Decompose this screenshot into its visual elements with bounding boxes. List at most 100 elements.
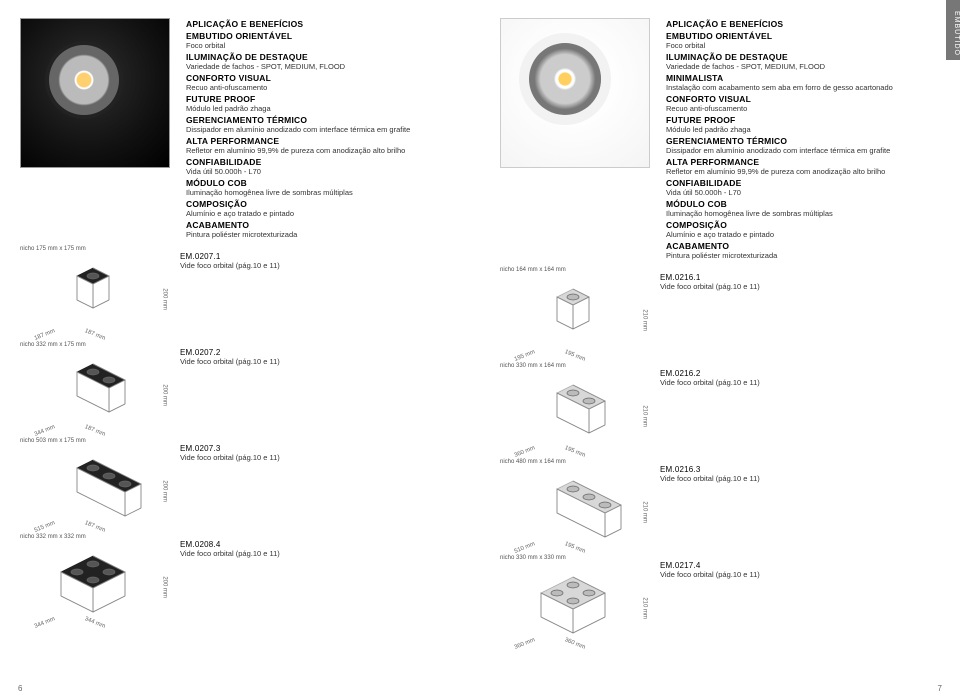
spec-heading: EMBUTIDO ORIENTÁVEL (666, 31, 940, 42)
spec-sub: Variedade de fachos - SPOT, MEDIUM, FLOO… (666, 62, 940, 71)
iso-drawing (38, 548, 148, 622)
variant-diagram: nicho 175 mm x 175 mm200 mm187 mm187 mm (20, 248, 170, 338)
dim-height: 200 mm (162, 384, 168, 406)
spec-heading: ILUMINAÇÃO DE DESTAQUE (186, 52, 460, 63)
spec-sub: Recuo anti-ofuscamento (186, 83, 460, 92)
nicho-label: nicho 175 mm x 175 mm (20, 246, 86, 252)
spec-heading: ACABAMENTO (186, 220, 460, 231)
dim-height: 200 mm (162, 288, 168, 310)
spec-sub: Dissipador em alumínio anodizado com int… (666, 146, 940, 155)
variant-diagram: nicho 164 mm x 164 mm210 mm195 mm195 mm (500, 269, 650, 359)
page-left: APLICAÇÃO E BENEFÍCIOS EMBUTIDO ORIENTÁV… (0, 0, 480, 699)
variant-row: nicho 503 mm x 175 mm200 mm515 mm187 mmE… (20, 440, 460, 536)
variant-row: nicho 330 mm x 164 mm210 mm360 mm195 mm E… (500, 365, 940, 461)
variant-diagram: nicho 332 mm x 332 mm200 mm344 mm344 mm (20, 536, 170, 626)
dim-height: 210 mm (642, 501, 648, 523)
spec-sub: Alumínio e aço tratado e pintado (186, 209, 460, 218)
spec-sub: Variedade de fachos - SPOT, MEDIUM, FLOO… (186, 62, 460, 71)
page-number-right: 7 (938, 684, 942, 693)
variant-row: nicho 480 mm x 164 mm210 mm510 mm195 mmE… (500, 461, 940, 557)
variant-row: nicho 175 mm x 175 mm200 mm187 mm187 mmE… (20, 248, 460, 344)
dim-height: 210 mm (642, 405, 648, 427)
variant-diagram: nicho 480 mm x 164 mm210 mm510 mm195 mm (500, 461, 650, 551)
nicho-label: nicho 332 mm x 332 mm (20, 534, 86, 540)
variant-note: Vide foco orbital (pág.10 e 11) (180, 357, 280, 366)
product-photo-black (20, 18, 170, 168)
spec-heading: COMPOSIÇÃO (666, 220, 940, 231)
spec-heading: CONFORTO VISUAL (666, 94, 940, 105)
iso-drawing (518, 377, 628, 451)
variant-note: Vide foco orbital (pág.10 e 11) (660, 474, 760, 483)
iso-drawing (518, 281, 628, 355)
spec-heading: ACABAMENTO (666, 241, 940, 252)
spec-heading: CONFIABILIDADE (186, 157, 460, 168)
variant-diagram: nicho 330 mm x 164 mm210 mm360 mm195 mm (500, 365, 650, 455)
variant-text: EM.0207.1Vide foco orbital (pág.10 e 11) (180, 248, 280, 270)
spec-sub: Vida útil 50.000h - L70 (186, 167, 460, 176)
variant-code: EM.0207.3 (180, 444, 280, 453)
variant-note: Vide foco orbital (pág.10 e 11) (660, 378, 760, 387)
spec-sub: Iluminação homogênea livre de sombras mú… (186, 188, 460, 197)
spec-sub: Instalação com acabamento sem aba em for… (666, 83, 940, 92)
spec-sub: Módulo led padrão zhaga (186, 104, 460, 113)
catalog-spread: APLICAÇÃO E BENEFÍCIOS EMBUTIDO ORIENTÁV… (0, 0, 960, 699)
spec-sub: Refletor em alumínio 99,9% de pureza com… (666, 167, 940, 176)
hero-row-right: APLICAÇÃO E BENEFÍCIOS EMBUTIDO ORIENTÁV… (500, 18, 940, 261)
hero-row-left: APLICAÇÃO E BENEFÍCIOS EMBUTIDO ORIENTÁV… (20, 18, 460, 240)
variant-code: EM.0207.2 (180, 348, 280, 357)
variant-diagram: nicho 332 mm x 175 mm200 mm344 mm187 mm (20, 344, 170, 434)
variant-diagram: nicho 330 mm x 330 mm210 mm360 mm360 mm (500, 557, 650, 647)
iso-drawing (518, 569, 628, 643)
variant-text: EM.0208.4Vide foco orbital (pág.10 e 11) (180, 536, 280, 558)
page-right: EMBUTIDO APLICAÇÃO E BENEFÍCIOS EMBUTIDO… (480, 0, 960, 699)
spec-heading: MINIMALISTA (666, 73, 940, 84)
iso-drawing (518, 473, 628, 547)
spec-sub: Alumínio e aço tratado e pintado (666, 230, 940, 239)
variant-text: EM.0216.2Vide foco orbital (pág.10 e 11) (660, 365, 760, 387)
side-tab: EMBUTIDO (946, 0, 960, 60)
spec-heading: EMBUTIDO ORIENTÁVEL (186, 31, 460, 42)
variant-code: EM.0216.3 (660, 465, 760, 474)
spec-sub: Refletor em alumínio 99,9% de pureza com… (186, 146, 460, 155)
page-number-left: 6 (18, 684, 22, 693)
section-title: APLICAÇÃO E BENEFÍCIOS (186, 19, 460, 30)
spec-heading: ALTA PERFORMANCE (666, 157, 940, 168)
dim-height: 210 mm (642, 597, 648, 619)
spec-heading: FUTURE PROOF (186, 94, 460, 105)
variant-note: Vide foco orbital (pág.10 e 11) (180, 549, 280, 558)
variant-note: Vide foco orbital (pág.10 e 11) (180, 261, 280, 270)
spec-heading: COMPOSIÇÃO (186, 199, 460, 210)
spec-heading: MÓDULO COB (186, 178, 460, 189)
spec-sub: Recuo anti-ofuscamento (666, 104, 940, 113)
iso-drawing (38, 260, 148, 334)
nicho-label: nicho 503 mm x 175 mm (20, 438, 86, 444)
variant-text: EM.0207.2Vide foco orbital (pág.10 e 11) (180, 344, 280, 366)
variant-code: EM.0216.2 (660, 369, 760, 378)
variant-row: nicho 332 mm x 332 mm200 mm344 mm344 mm E… (20, 536, 460, 632)
variant-row: nicho 164 mm x 164 mm210 mm195 mm195 mm E… (500, 269, 940, 365)
spec-sub: Módulo led padrão zhaga (666, 125, 940, 134)
dim-height: 210 mm (642, 309, 648, 331)
variant-text: EM.0216.1Vide foco orbital (pág.10 e 11) (660, 269, 760, 291)
spec-block-right: APLICAÇÃO E BENEFÍCIOS EMBUTIDO ORIENTÁV… (666, 18, 940, 261)
spec-heading: GERENCIAMENTO TÉRMICO (186, 115, 460, 126)
spec-heading: ALTA PERFORMANCE (186, 136, 460, 147)
spec-sub: Foco orbital (666, 41, 940, 50)
variant-text: EM.0216.3Vide foco orbital (pág.10 e 11) (660, 461, 760, 483)
variant-row: nicho 330 mm x 330 mm210 mm360 mm360 mmE… (500, 557, 940, 653)
variant-code: EM.0216.1 (660, 273, 760, 282)
spec-block-left: APLICAÇÃO E BENEFÍCIOS EMBUTIDO ORIENTÁV… (186, 18, 460, 240)
spec-sub: Iluminação homogênea livre de sombras mú… (666, 209, 940, 218)
spec-sub: Foco orbital (186, 41, 460, 50)
spec-heading: CONFIABILIDADE (666, 178, 940, 189)
variant-note: Vide foco orbital (pág.10 e 11) (660, 570, 760, 579)
section-title: APLICAÇÃO E BENEFÍCIOS (666, 19, 940, 30)
nicho-label: nicho 480 mm x 164 mm (500, 459, 566, 465)
nicho-label: nicho 332 mm x 175 mm (20, 342, 86, 348)
variant-note: Vide foco orbital (pág.10 e 11) (660, 282, 760, 291)
nicho-label: nicho 330 mm x 330 mm (500, 555, 566, 561)
spec-heading: ILUMINAÇÃO DE DESTAQUE (666, 52, 940, 63)
spec-sub: Vida útil 50.000h - L70 (666, 188, 940, 197)
variant-note: Vide foco orbital (pág.10 e 11) (180, 453, 280, 462)
variants-left: nicho 175 mm x 175 mm200 mm187 mm187 mmE… (20, 248, 460, 632)
